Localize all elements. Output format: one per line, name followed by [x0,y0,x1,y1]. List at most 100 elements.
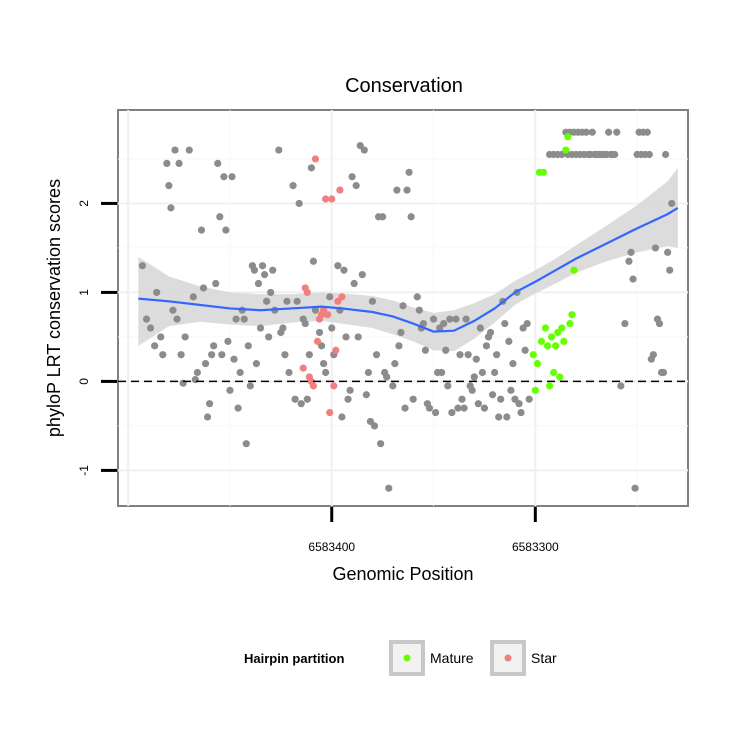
point-other-188 [582,128,590,136]
point-star-19 [338,293,346,301]
point-other-111 [393,186,401,194]
point-other-61 [281,351,289,359]
point-other-163 [505,337,513,345]
point-mature-19 [531,386,539,394]
legend-title: Hairpin partition [244,651,344,666]
point-other-226 [666,266,674,274]
legend-item-mature: Mature [389,640,474,676]
point-other-154 [486,328,495,337]
point-other-48 [252,360,261,368]
point-other-203 [613,128,621,136]
y-tick-label-3: 2 [77,200,91,207]
x-tick-label-1: 6583300 [512,540,559,554]
point-mature-20 [529,351,537,359]
point-mature-5 [543,342,552,350]
point-other-37 [230,355,238,363]
point-other-97 [362,391,370,399]
point-other-136 [448,408,456,417]
point-other-147 [472,355,480,363]
point-mature-3 [539,168,548,176]
point-other-2 [146,324,155,332]
point-other-71 [303,395,311,403]
point-other-83 [334,262,342,270]
point-other-35 [226,386,234,394]
point-other-115 [401,404,409,412]
point-other-7 [163,159,171,167]
point-other-140 [458,395,466,403]
point-other-34 [224,337,232,345]
point-other-101 [370,422,379,430]
point-other-145 [468,386,476,394]
legend-dot-star [504,654,512,662]
point-other-127 [429,315,438,323]
point-other-0 [138,262,147,270]
point-mature-18 [570,266,578,274]
point-mature-14 [562,146,570,154]
point-other-152 [482,342,491,350]
point-other-62 [283,297,291,305]
point-other-66 [293,297,301,305]
point-other-221 [655,319,664,328]
point-other-1 [142,315,151,323]
point-other-25 [206,400,214,408]
point-star-12 [324,311,332,319]
point-other-80 [326,293,334,301]
point-other-118 [407,213,415,221]
point-other-9 [167,204,175,212]
point-other-165 [509,360,517,368]
point-other-207 [627,248,635,256]
point-other-104 [377,440,385,448]
point-other-30 [216,213,224,221]
point-other-91 [350,279,358,288]
point-other-28 [212,279,220,288]
point-other-204 [617,382,625,390]
point-other-70 [301,319,309,328]
point-other-12 [173,315,181,323]
point-mature-7 [548,333,556,341]
point-other-109 [389,382,397,390]
point-other-43 [242,440,250,448]
point-other-4 [153,288,161,297]
point-other-32 [220,173,228,181]
confidence-ribbon [138,167,678,352]
series-mature [529,133,578,394]
point-other-215 [643,128,651,136]
points-layer [138,128,676,492]
point-other-23 [201,360,210,368]
point-other-36 [228,173,236,181]
point-mature-12 [558,324,566,332]
point-other-105 [379,213,387,221]
point-other-11 [171,146,179,154]
point-other-68 [297,400,305,408]
point-other-124 [421,346,429,354]
point-other-54 [265,333,273,341]
point-other-49 [254,279,263,288]
legend: Hairpin partition Mature Star [244,640,557,676]
point-other-98 [364,368,372,377]
point-other-42 [240,315,248,323]
point-mature-9 [552,342,560,350]
point-mature-17 [568,311,576,319]
point-other-65 [291,395,299,403]
point-other-202 [611,150,619,159]
point-other-100 [368,297,377,305]
point-other-123 [419,319,427,328]
point-other-88 [344,395,352,403]
point-other-6 [159,351,167,359]
point-other-3 [151,342,159,350]
point-other-114 [399,302,407,310]
point-star-0 [299,364,307,372]
point-other-60 [279,324,287,332]
point-other-142 [462,315,470,323]
point-other-208 [629,275,637,283]
point-other-95 [358,271,366,279]
point-other-93 [354,333,362,341]
confidence-ribbon-layer [138,167,678,352]
point-other-45 [246,382,254,390]
point-other-117 [405,168,413,176]
point-star-11 [322,195,330,203]
point-other-58 [275,146,283,154]
point-other-26 [208,351,216,359]
point-other-223 [659,368,668,377]
